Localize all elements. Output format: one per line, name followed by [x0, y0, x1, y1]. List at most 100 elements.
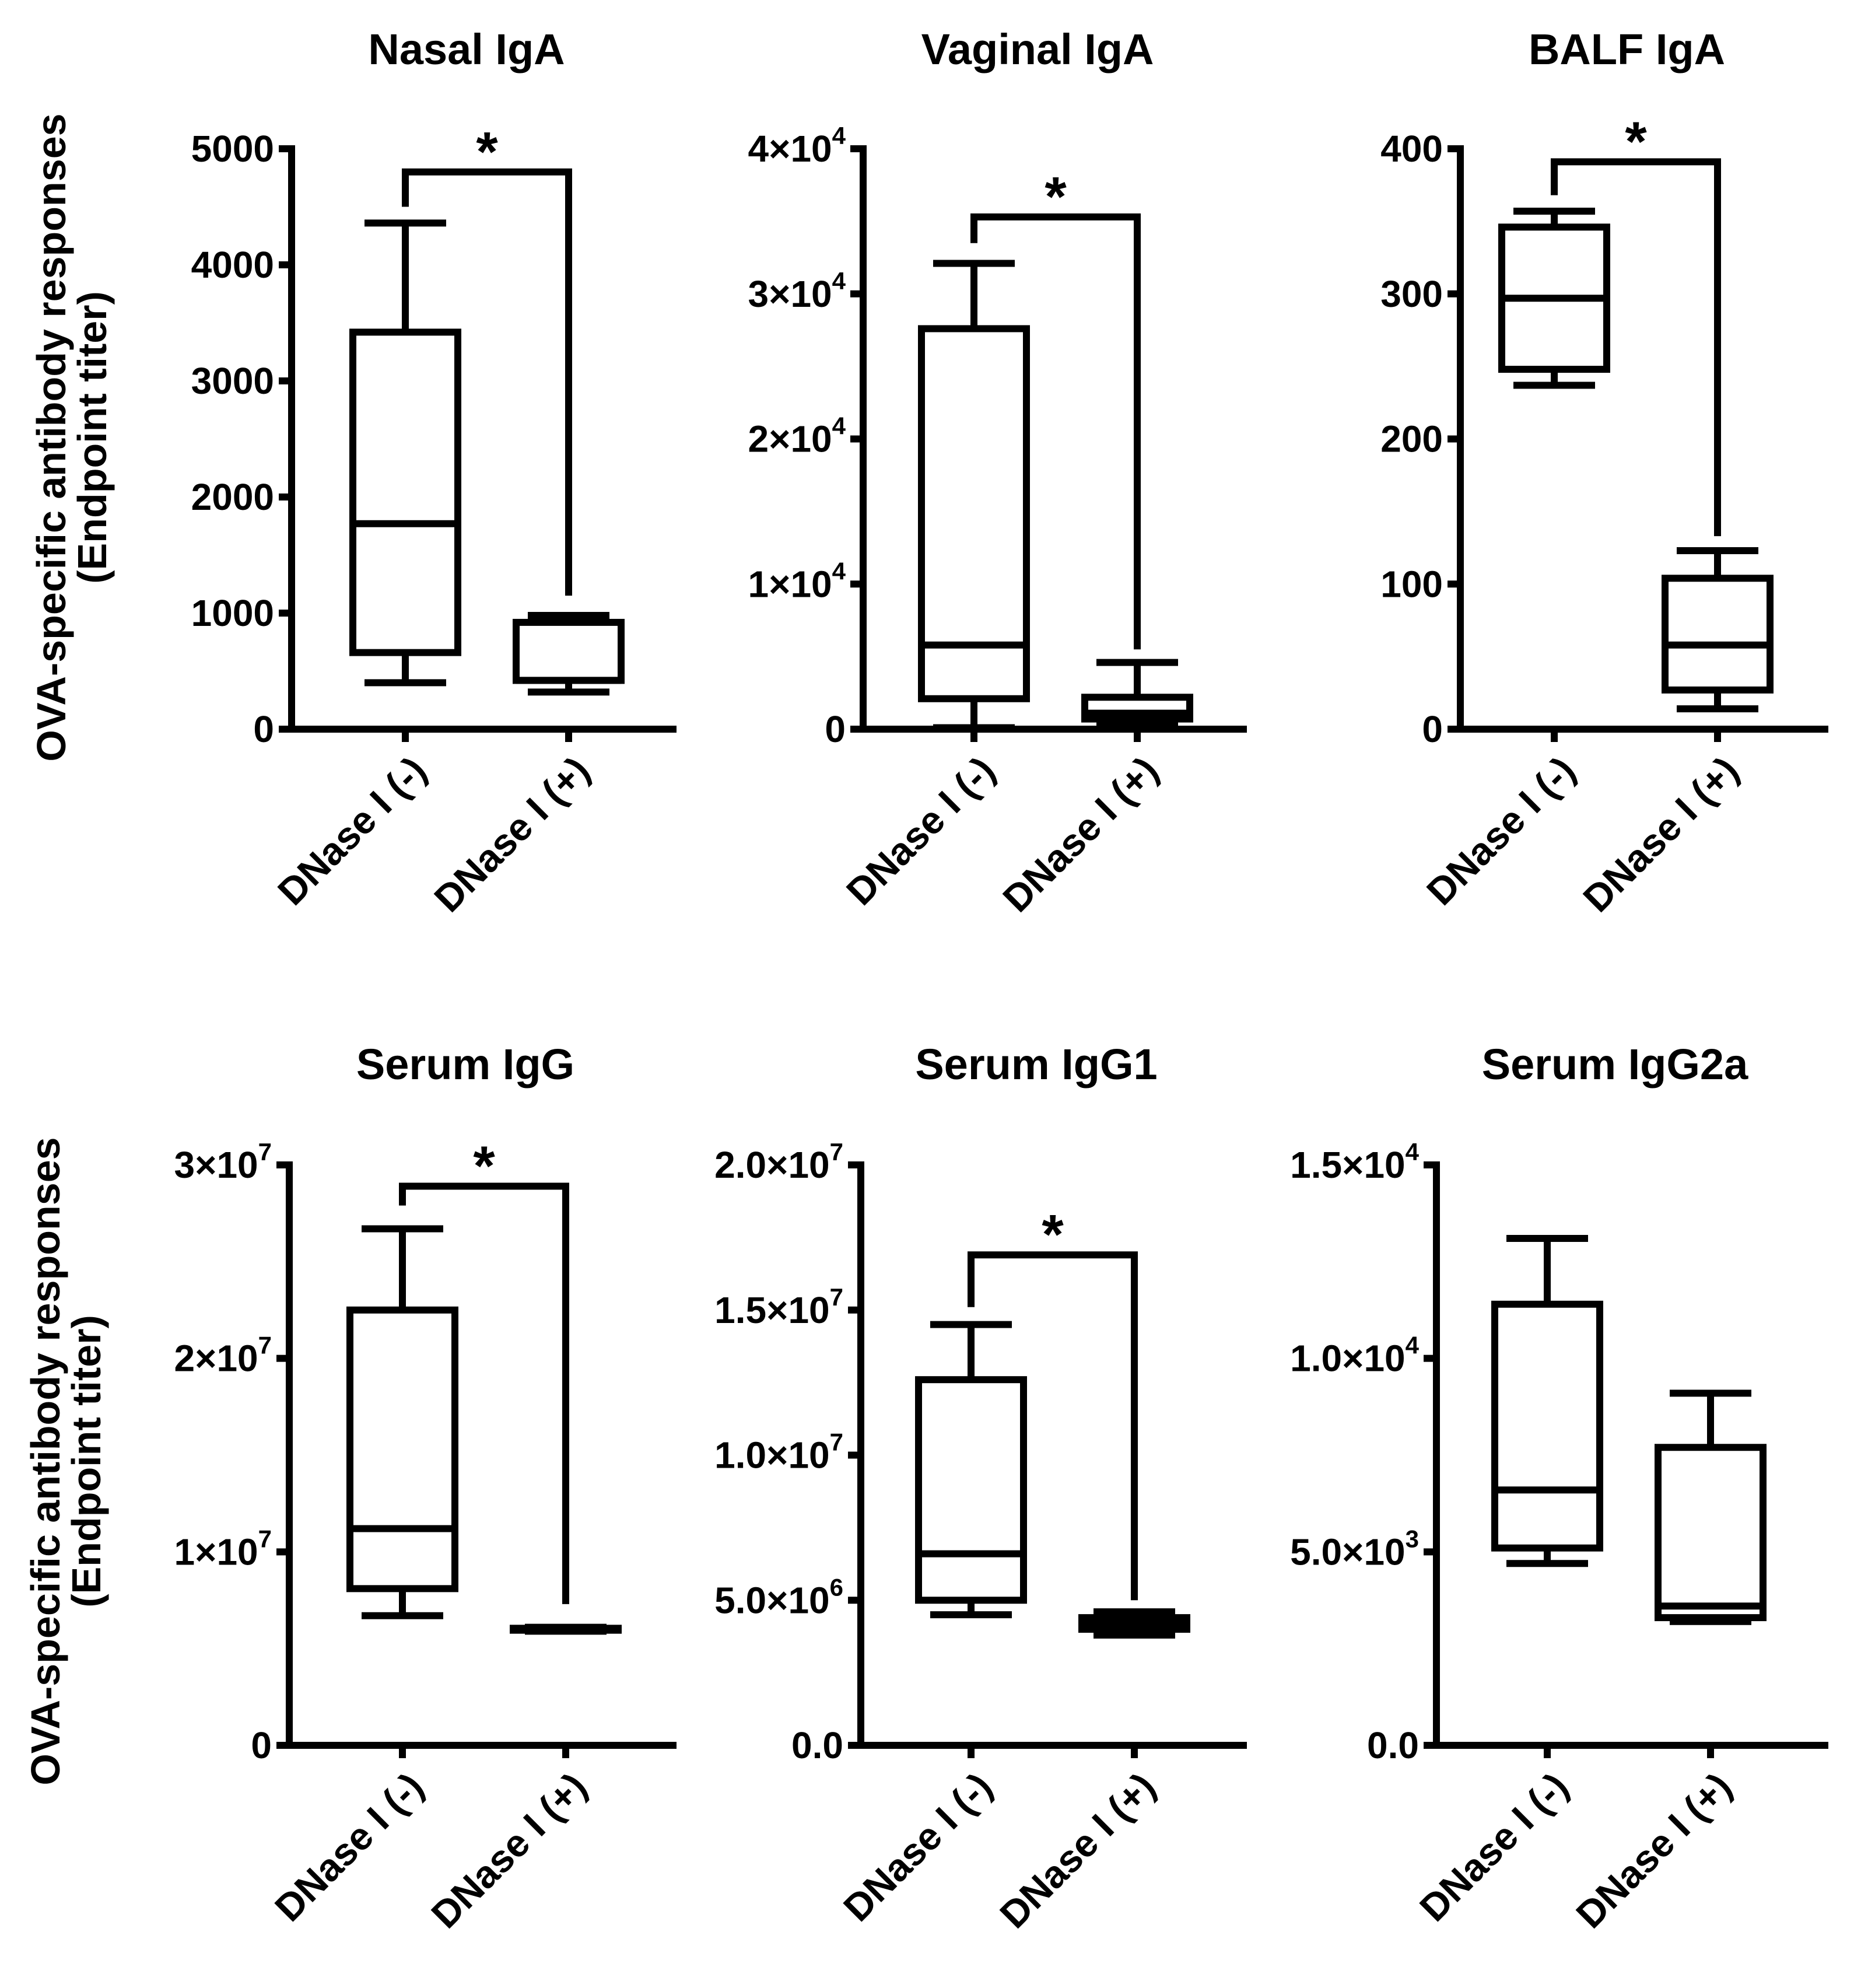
significance-bracket: *	[402, 121, 572, 596]
y-tick-label-base: 4000	[191, 244, 274, 286]
bracket-line	[968, 1251, 1138, 1601]
y-axis-label-row1-line1: OVA-specific antibody responses	[29, 113, 74, 761]
y-tick-label-base: 5.0×10	[1290, 1531, 1406, 1573]
y-tick-label: 3×104	[748, 267, 846, 315]
box-dnase-plus	[1081, 659, 1193, 729]
y-tick-label: 0	[825, 708, 846, 750]
y-tick-label: 4×104	[748, 122, 846, 170]
y-axis-label-row1-line2: (Endpoint titer)	[69, 291, 115, 584]
y-tick-label: 5000	[191, 128, 274, 170]
x-category-label: DNase I (-)	[269, 748, 434, 914]
y-tick-label-base: 0	[251, 1724, 272, 1766]
y-tick-label-base: 1.0×10	[1290, 1338, 1406, 1380]
chart-panel-5: Serum IgG10.05.0×1061.0×1071.5×1072.0×10…	[714, 1040, 1247, 1936]
y-tick-label-base: 1.5×10	[714, 1289, 830, 1331]
y-tick-label-base: 0	[253, 708, 274, 750]
chart-panel-6: Serum IgG2a0.05.0×1031.0×1041.5×104DNase…	[1290, 1040, 1828, 1936]
x-category-label: DNase I (-)	[835, 1765, 1000, 1930]
significance-star: *	[473, 1135, 495, 1197]
iqr-box	[1662, 575, 1774, 694]
y-tick-label: 0	[1422, 708, 1443, 750]
y-tick-label-exponent: 4	[1406, 1138, 1420, 1166]
x-category-label: DNase I (+)	[994, 748, 1166, 921]
y-tick-label: 1.5×104	[1290, 1138, 1420, 1186]
chart-title: Vaginal IgA	[921, 25, 1154, 74]
y-tick-label: 1000	[191, 592, 274, 634]
chart-title: Serum IgG	[356, 1040, 574, 1088]
y-tick-label: 200	[1380, 418, 1443, 460]
y-tick-label: 0.0	[791, 1724, 843, 1766]
y-tick-label-base: 300	[1380, 273, 1443, 315]
y-tick-label-base: 0	[1422, 708, 1443, 750]
iqr-box	[346, 1306, 458, 1592]
y-tick-label: 0	[253, 708, 274, 750]
x-category-label: DNase I (+)	[991, 1765, 1163, 1937]
y-tick-label: 1×104	[748, 557, 846, 605]
y-tick-label-base: 3×10	[174, 1144, 258, 1186]
x-category-label: DNase I (+)	[426, 748, 598, 921]
y-tick-label-base: 0.0	[1367, 1724, 1419, 1766]
x-category-label: DNase I (-)	[1418, 748, 1583, 914]
significance-star: *	[1625, 110, 1647, 173]
box-dnase-minus	[349, 219, 461, 687]
y-tick-label: 2000	[191, 476, 274, 518]
bracket-line	[402, 168, 572, 596]
x-category-label: DNase I (-)	[838, 748, 1003, 914]
iqr-box	[918, 325, 1030, 702]
y-tick-label: 300	[1380, 273, 1443, 315]
chart-title: Serum IgG2a	[1482, 1040, 1748, 1088]
y-tick-label-base: 1000	[191, 592, 274, 634]
iqr-box	[1491, 1300, 1603, 1552]
y-tick-label: 400	[1380, 128, 1443, 170]
y-tick-label-base: 1×10	[748, 563, 832, 605]
chart-panel-3: BALF IgA 0 100 200 300 400 DNase I (-)DNase I …	[1380, 25, 1828, 920]
y-tick-label-base: 2.0×10	[714, 1144, 830, 1186]
y-tick-label: 4000	[191, 244, 274, 286]
y-tick-label-base: 0.0	[791, 1724, 843, 1766]
y-axis-label-row2-line2: (Endpoint titer)	[64, 1315, 109, 1608]
y-tick-label-exponent: 4	[832, 122, 846, 149]
y-tick-label-base: 3000	[191, 360, 274, 402]
y-tick-label: 2.0×107	[714, 1138, 843, 1186]
y-tick-label: 3×107	[174, 1138, 272, 1186]
y-tick-label-exponent: 4	[832, 412, 846, 440]
y-tick-label-exponent: 7	[258, 1138, 272, 1166]
y-tick-label-base: 1.0×10	[714, 1434, 830, 1476]
y-tick-label: 1×107	[174, 1525, 272, 1573]
y-tick-label-exponent: 7	[830, 1429, 843, 1456]
y-tick-label: 5.0×106	[714, 1573, 843, 1621]
y-tick-label-exponent: 7	[258, 1525, 272, 1552]
significance-star: *	[1042, 1203, 1064, 1266]
box-dnase-plus	[1078, 1608, 1190, 1639]
y-tick-label-base: 2000	[191, 476, 274, 518]
bracket-line	[1551, 158, 1721, 537]
y-tick-label: 2×104	[748, 412, 846, 460]
x-category-label: DNase I (-)	[1411, 1765, 1576, 1930]
y-tick-label-base: 1.5×10	[1290, 1144, 1406, 1186]
significance-bracket: *	[1551, 110, 1721, 537]
box-dnase-minus	[346, 1225, 458, 1619]
x-category-label: DNase I (-)	[267, 1765, 432, 1930]
iqr-box	[513, 618, 625, 684]
chart-panel-1: Nasal IgA 0 1000 2000 3000 4000 5000 DNase I (-…	[191, 25, 677, 920]
iqr-box	[349, 328, 461, 656]
box-dnase-plus	[513, 611, 625, 696]
y-tick-label-base: 200	[1380, 418, 1443, 460]
box-dnase-plus	[1655, 1390, 1767, 1625]
y-tick-label: 0.0	[1367, 1724, 1419, 1766]
chart-title: BALF IgA	[1529, 25, 1725, 74]
significance-star: *	[476, 121, 498, 183]
box-dnase-plus	[510, 1623, 622, 1635]
y-tick-label-base: 2×10	[174, 1338, 258, 1380]
y-tick-label-exponent: 7	[830, 1283, 843, 1311]
x-category-label: DNase I (+)	[1575, 748, 1747, 921]
y-tick-label-base: 2×10	[748, 418, 832, 460]
y-tick-label: 1.5×107	[714, 1283, 843, 1331]
y-tick-label-base: 5.0×10	[714, 1579, 830, 1621]
bracket-line	[970, 213, 1141, 650]
box-dnase-minus	[1498, 207, 1610, 389]
y-tick-label: 3000	[191, 360, 274, 402]
